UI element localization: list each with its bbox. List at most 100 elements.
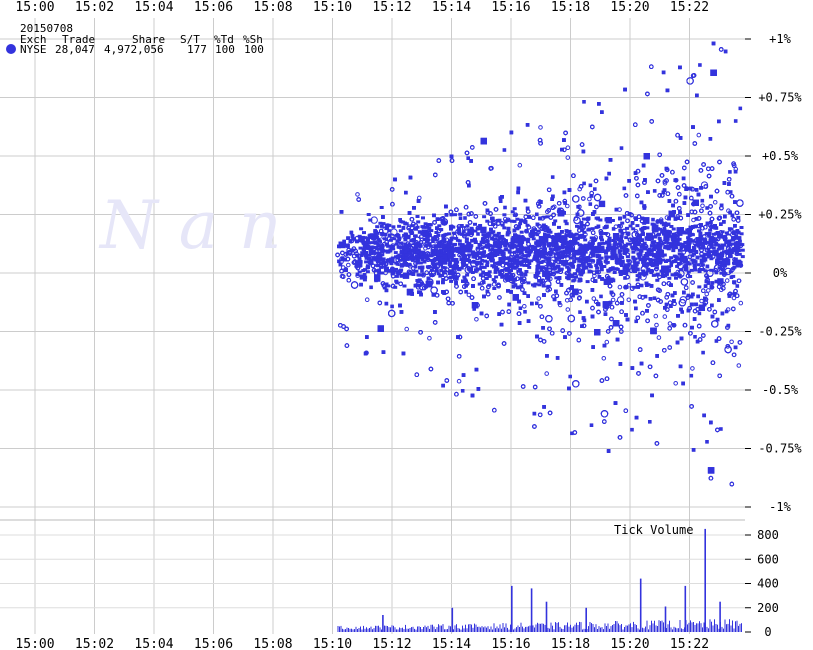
trade-point: [582, 318, 587, 323]
trade-point: [517, 162, 523, 168]
trade-point: [584, 265, 589, 270]
trade-point: [619, 329, 624, 334]
trade-point: [725, 189, 731, 195]
trade-point: [518, 306, 523, 310]
trade-point: [344, 343, 350, 348]
trade-point: [500, 309, 505, 315]
trade-point: [633, 122, 638, 127]
trade-point: [710, 360, 716, 366]
trade-point: [678, 65, 682, 70]
trade-point: [458, 289, 464, 295]
trade-point: [547, 243, 551, 248]
trade-point: [655, 354, 659, 358]
trade-point: [723, 49, 728, 54]
trade-point: [705, 206, 709, 210]
trade-point: [398, 218, 402, 222]
trade-point: [613, 401, 618, 405]
trade-point: [473, 214, 479, 219]
trade-point: [664, 302, 669, 307]
trade-point: [675, 185, 681, 190]
trade-point: [694, 302, 698, 307]
trade-point: [563, 335, 567, 339]
trade-point: [510, 237, 515, 242]
trade-point: [555, 279, 561, 284]
trade-point: [593, 187, 597, 191]
trade-point: [609, 246, 614, 251]
trade-point: [467, 247, 472, 252]
trade-point: [667, 268, 671, 273]
trade-point: [667, 216, 671, 221]
trade-point: [679, 307, 683, 312]
trade-point: [516, 190, 520, 195]
trade-point: [725, 325, 730, 330]
trade-point: [344, 268, 348, 272]
trade-point: [708, 137, 713, 141]
trade-point: [472, 307, 476, 311]
trade-point: [388, 309, 396, 318]
trade-point: [730, 213, 735, 218]
trade-point: [466, 292, 472, 298]
trade-point: [736, 363, 742, 368]
trade-point: [709, 194, 713, 199]
trade-point: [538, 236, 543, 240]
trade-point: [515, 276, 520, 282]
trade-point: [650, 393, 654, 398]
trade-point: [626, 282, 632, 288]
trade-point: [639, 361, 644, 366]
trade-point: [490, 216, 494, 221]
trade-point: [705, 440, 709, 444]
trade-point: [516, 285, 520, 290]
trade-point: [582, 181, 586, 186]
trade-point: [581, 149, 586, 154]
trade-point: [571, 293, 575, 298]
trade-point: [342, 243, 346, 248]
trade-point: [700, 203, 705, 209]
trade-point: [376, 278, 381, 282]
trade-point: [611, 278, 616, 283]
trade-point: [695, 93, 699, 98]
trade-point: [655, 287, 661, 293]
trade-point: [535, 268, 539, 272]
trade-point: [519, 246, 524, 250]
trade-point: [697, 337, 703, 342]
trade-point: [696, 294, 700, 299]
trade-point: [576, 265, 581, 269]
trade-point: [577, 295, 582, 301]
trade-point: [656, 335, 662, 340]
trade-point: [559, 283, 564, 287]
trade-point: [579, 142, 585, 147]
trade-point: [658, 299, 663, 304]
x-tick-label: 15:02: [75, 0, 114, 15]
trade-point: [673, 198, 679, 204]
trade-point: [728, 210, 732, 215]
trade-point: [708, 475, 714, 481]
trade-point: [560, 230, 564, 234]
trade-point: [444, 213, 449, 217]
trade-point: [562, 198, 568, 204]
trade-point: [552, 222, 556, 226]
trade-point: [420, 269, 424, 273]
x-tick-label: 15:00: [15, 0, 54, 15]
trade-point: [738, 106, 743, 111]
trade-point: [463, 216, 467, 220]
x-tick-label: 15:12: [372, 0, 411, 15]
trade-point: [721, 286, 726, 291]
trade-point: [380, 232, 384, 236]
trade-point: [609, 304, 615, 310]
trade-point: [377, 300, 383, 306]
trade-point: [402, 272, 410, 279]
trade-point: [691, 201, 696, 207]
trade-point: [377, 268, 381, 273]
trade-point: [698, 168, 704, 173]
trade-point: [724, 309, 729, 314]
trade-point: [678, 364, 683, 369]
trade-point: [359, 282, 363, 287]
trade-point: [384, 288, 389, 293]
trade-point: [432, 213, 436, 218]
trade-point: [716, 284, 722, 290]
trade-point: [464, 150, 470, 156]
trade-point: [339, 210, 344, 214]
trade-point: [346, 272, 352, 277]
trade-point: [519, 277, 524, 281]
trade-point: [582, 100, 586, 104]
